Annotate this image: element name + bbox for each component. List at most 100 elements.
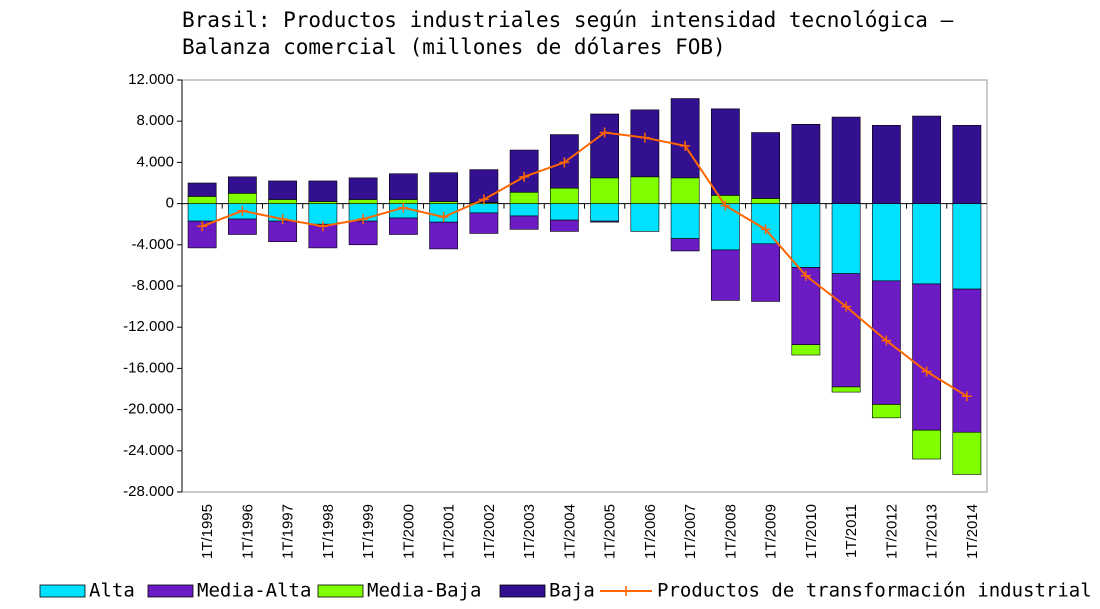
chart-subtitle: Balanza comercial (millones de dólares F… xyxy=(182,35,726,59)
line-marker xyxy=(398,202,409,213)
legend-swatch xyxy=(39,584,86,598)
bar xyxy=(469,212,499,234)
line-marker xyxy=(478,194,489,205)
x-tick-label: 1T/2003 xyxy=(521,504,538,559)
bar xyxy=(429,221,459,250)
line-marker xyxy=(720,200,731,211)
bar xyxy=(308,201,338,204)
bar xyxy=(268,199,298,204)
line-marker xyxy=(358,214,369,225)
bar xyxy=(308,180,338,202)
bar xyxy=(630,109,660,178)
bar xyxy=(952,431,982,475)
bar xyxy=(670,238,700,252)
line-marker xyxy=(599,127,610,138)
bar xyxy=(670,98,700,179)
bar xyxy=(871,203,901,282)
line-marker xyxy=(841,301,852,312)
x-tick-label: 1T/2001 xyxy=(441,504,458,559)
legend-label: Alta xyxy=(89,580,135,602)
line xyxy=(201,131,968,398)
line-marker xyxy=(760,224,771,235)
bar xyxy=(348,220,378,246)
y-tick-label: -4.000 xyxy=(131,236,174,253)
y-tick-label: -20.000 xyxy=(123,401,174,418)
x-tick-label: 1T/1995 xyxy=(199,504,216,559)
x-tick-label: 1T/1996 xyxy=(239,504,256,559)
y-tick-label: -24.000 xyxy=(123,442,174,459)
y-tick-label: 0 xyxy=(166,195,174,212)
x-tick-label: 1T/1997 xyxy=(280,504,297,559)
legend-swatch xyxy=(147,584,194,598)
bar xyxy=(549,203,579,221)
x-tick-label: 1T/2006 xyxy=(642,504,659,559)
bar xyxy=(791,203,821,268)
bar xyxy=(590,220,620,223)
bar xyxy=(831,116,861,204)
x-tick-label: 1T/2012 xyxy=(883,504,900,559)
bar xyxy=(912,429,942,460)
x-tick-label: 1T/2000 xyxy=(400,504,417,559)
bar xyxy=(952,125,982,204)
bar xyxy=(630,203,660,232)
line-marker xyxy=(680,140,691,151)
x-tick-label: 1T/2002 xyxy=(481,504,498,559)
bar xyxy=(549,187,579,204)
line-marker xyxy=(197,221,208,232)
bar xyxy=(791,123,821,204)
x-tick-label: 1T/2009 xyxy=(763,504,780,559)
line-marker xyxy=(317,221,328,232)
bar xyxy=(549,219,579,232)
bar xyxy=(952,203,982,290)
bar xyxy=(227,176,257,194)
chart-title: Brasil: Productos industriales según int… xyxy=(182,8,954,32)
y-tick-label: 8.000 xyxy=(136,112,174,129)
bar xyxy=(509,215,539,230)
y-tick-label: -8.000 xyxy=(131,277,174,294)
line-marker xyxy=(438,211,449,222)
bar xyxy=(590,177,620,204)
bar xyxy=(831,273,861,388)
bar xyxy=(590,203,620,222)
y-tick-label: 12.000 xyxy=(128,71,174,88)
x-tick-label: 1T/2004 xyxy=(561,504,578,559)
bar xyxy=(871,404,901,419)
y-tick-label: 4.000 xyxy=(136,153,174,170)
bar xyxy=(509,203,539,217)
line-marker xyxy=(277,214,288,225)
bar xyxy=(469,203,499,214)
legend-label: Media-Alta xyxy=(197,580,311,602)
bar xyxy=(429,172,459,202)
bar xyxy=(710,249,740,301)
legend-swatch xyxy=(621,586,631,596)
bar xyxy=(912,115,942,204)
bar xyxy=(227,218,257,235)
bar xyxy=(268,180,298,200)
bar xyxy=(187,182,217,197)
legend-label: Productos de transformación industrial xyxy=(657,580,1092,602)
bar xyxy=(187,196,217,204)
bar xyxy=(187,203,217,222)
bar xyxy=(751,198,781,204)
y-tick-label: -16.000 xyxy=(123,359,174,376)
bar xyxy=(751,243,781,302)
bar xyxy=(912,203,942,285)
line-marker xyxy=(881,335,892,346)
bar xyxy=(348,199,378,204)
x-tick-label: 1T/2013 xyxy=(924,504,941,559)
bar xyxy=(831,203,861,274)
bar xyxy=(227,193,257,204)
bar xyxy=(590,113,620,179)
bar xyxy=(831,386,861,393)
plot-frame xyxy=(181,79,988,493)
line-marker xyxy=(519,171,530,182)
x-tick-label: 1T/2007 xyxy=(682,504,699,559)
legend-label: Media-Baja xyxy=(367,580,481,602)
bar xyxy=(348,177,378,200)
x-tick-label: 1T/1999 xyxy=(360,504,377,559)
legend-label: Baja xyxy=(549,580,595,602)
line-marker xyxy=(559,157,570,168)
bar xyxy=(308,203,338,225)
line-marker xyxy=(800,270,811,281)
bar xyxy=(187,220,217,249)
